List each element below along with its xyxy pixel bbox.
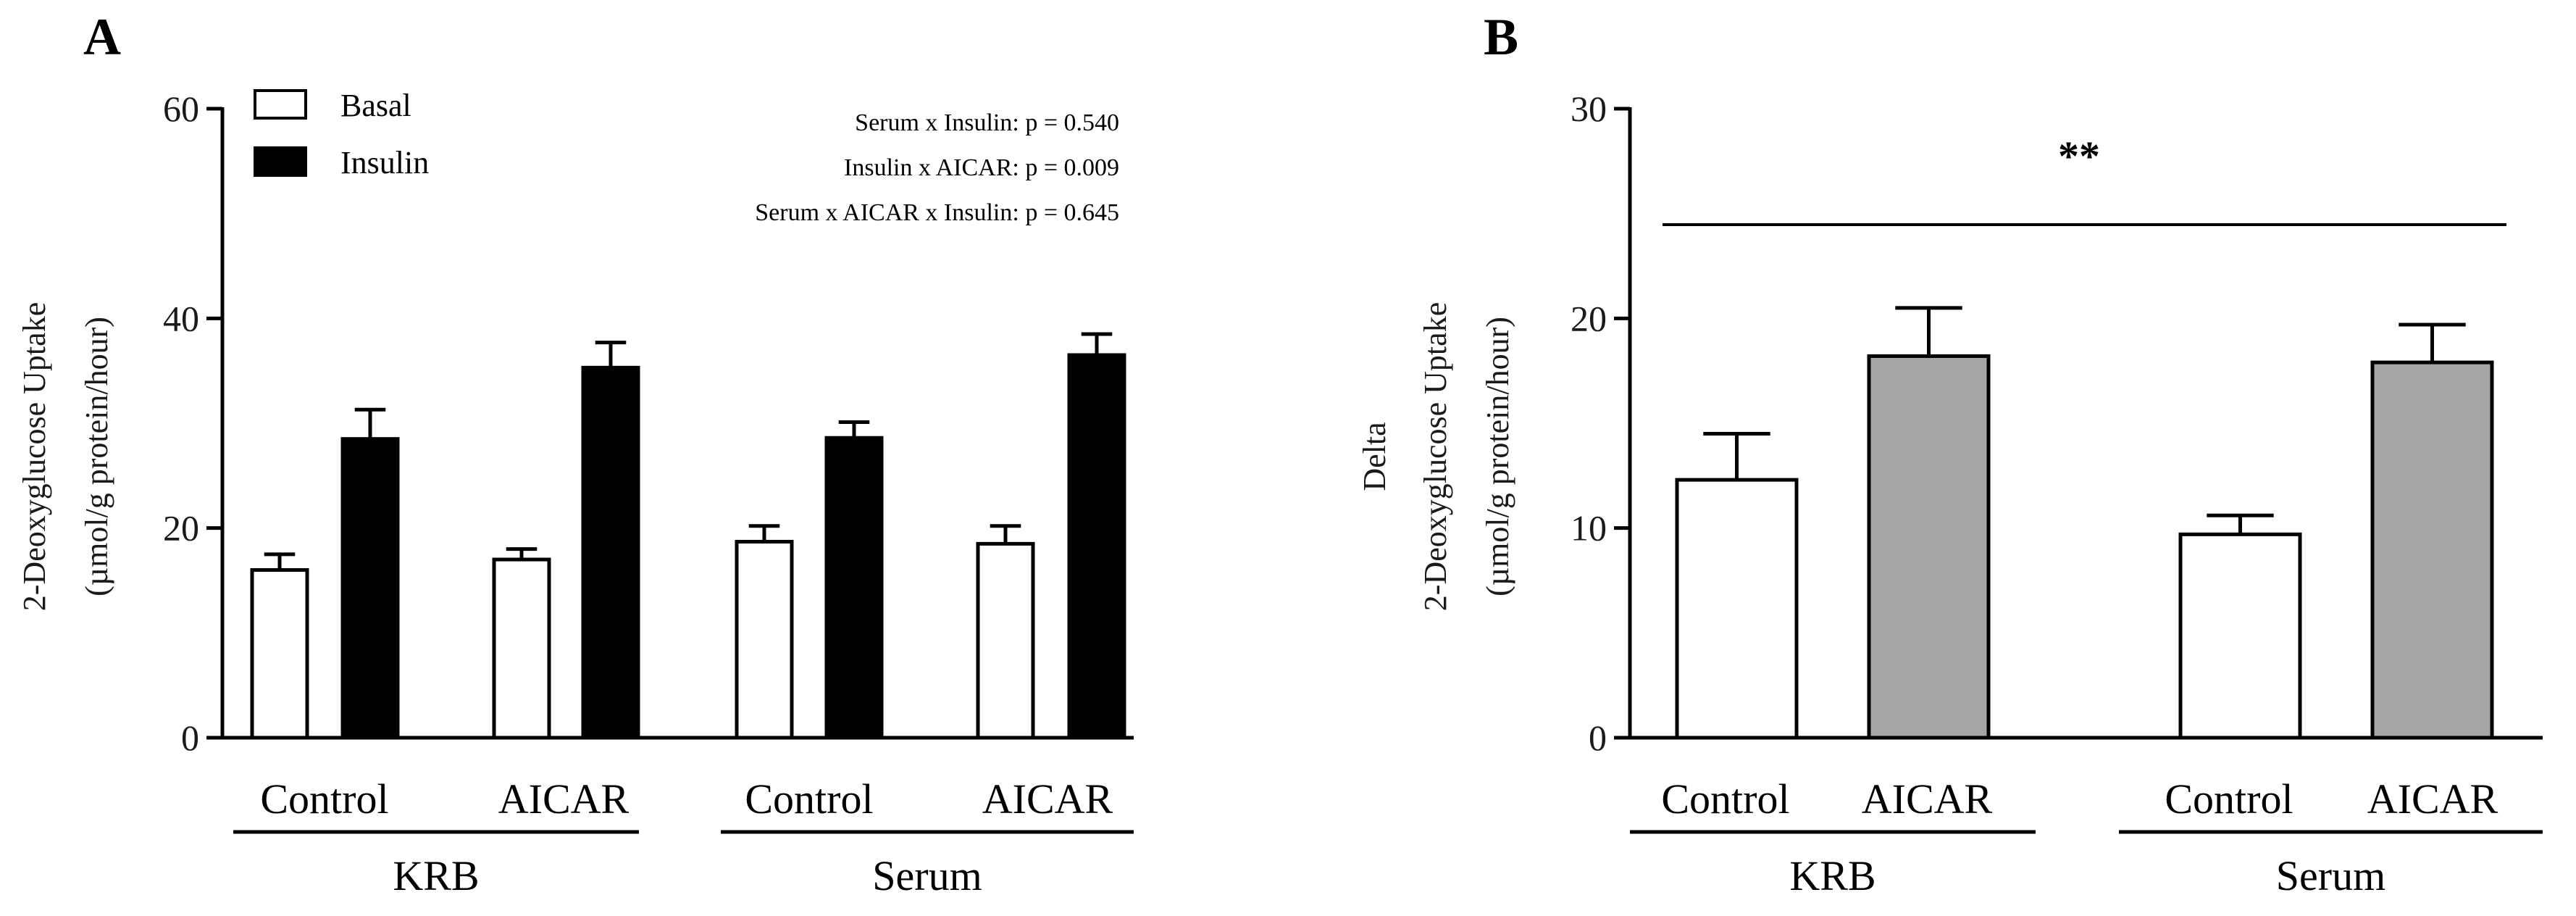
group-label: KRB	[393, 852, 479, 899]
y-axis-title-b-line0: Delta	[1357, 422, 1392, 491]
category-label: AICAR	[982, 775, 1113, 823]
bar-insulin	[1067, 353, 1126, 740]
y-tick-label: 30	[1571, 88, 1607, 129]
category-label: Control	[2165, 775, 2293, 823]
significance-b: **	[1663, 133, 2506, 226]
category-label: Control	[260, 775, 388, 823]
category-label: AICAR	[2367, 775, 2498, 823]
y-tick-label: 40	[163, 298, 199, 338]
category-labels-b: Control AICAR Control AICAR KRB Serum	[1630, 775, 2543, 899]
group-label: Serum	[872, 852, 982, 899]
annotation-serum-aicar-insulin: Serum x AICAR x Insulin: p = 0.645	[755, 199, 1119, 226]
category-labels-a: Control AICAR Control AICAR KRB Serum	[233, 775, 1134, 899]
y-tick-label: 20	[1571, 298, 1607, 338]
y-tick-label: 0	[181, 717, 199, 758]
category-label: AICAR	[1862, 775, 1993, 823]
panel-label-a: A	[83, 8, 121, 66]
bar-insulin	[340, 437, 400, 740]
bar-basal	[735, 539, 794, 740]
y-axis-title-b: Delta 2-Deoxyglucose Uptake (µmol/g prot…	[1357, 302, 1515, 611]
bars-a	[250, 332, 1126, 740]
legend-label-basal: Basal	[340, 88, 411, 123]
y-tick-label: 60	[163, 88, 199, 129]
group-label: KRB	[1789, 852, 1875, 899]
legend-swatch-insulin	[254, 146, 307, 177]
bar-basal	[976, 541, 1035, 740]
category-label: AICAR	[498, 775, 630, 823]
bar-insulin	[824, 436, 884, 740]
y-ticks-a: 0 20 40 60	[163, 88, 222, 758]
category-label: Control	[1661, 775, 1789, 823]
panel-a: A 2-Deoxyglucose Uptake (µmol/g protein/…	[17, 8, 1134, 899]
bar-delta	[2370, 360, 2494, 740]
panel-label-b: B	[1484, 8, 1518, 66]
legend-label-insulin: Insulin	[340, 145, 429, 180]
legend-swatch-basal	[254, 89, 307, 120]
bar-basal	[492, 557, 551, 740]
y-axis-title-b-line1: 2-Deoxyglucose Uptake	[1418, 302, 1453, 611]
bar-delta	[1867, 354, 1991, 740]
annotation-serum-insulin: Serum x Insulin: p = 0.540	[855, 109, 1119, 136]
y-tick-label: 10	[1571, 508, 1607, 549]
legend-a: Basal Insulin	[254, 88, 429, 180]
bar-basal	[250, 568, 309, 740]
bar-delta	[2178, 532, 2302, 740]
y-axis-title-a-line2: (µmol/g protein/hour)	[79, 317, 114, 596]
panel-b: B Delta 2-Deoxyglucose Uptake (µmol/g pr…	[1357, 8, 2543, 899]
group-label: Serum	[2276, 852, 2385, 899]
y-tick-label: 0	[1589, 717, 1607, 758]
bars-b	[1675, 306, 2494, 740]
significance-marker: **	[2058, 133, 2100, 180]
category-label: Control	[745, 775, 873, 823]
bar-delta	[1675, 478, 1799, 740]
y-tick-label: 20	[163, 508, 199, 549]
y-axis-title-a: 2-Deoxyglucose Uptake (µmol/g protein/ho…	[17, 302, 114, 611]
y-axis-title-a-line1: 2-Deoxyglucose Uptake	[17, 302, 52, 611]
annotation-insulin-aicar: Insulin x AICAR: p = 0.009	[844, 154, 1119, 181]
y-ticks-b: 0 10 20 30	[1571, 88, 1630, 758]
y-axis-title-b-line2: (µmol/g protein/hour)	[1480, 317, 1515, 596]
bar-insulin	[581, 365, 640, 740]
stats-annotations-a: Serum x Insulin: p = 0.540 Insulin x AIC…	[755, 109, 1119, 226]
